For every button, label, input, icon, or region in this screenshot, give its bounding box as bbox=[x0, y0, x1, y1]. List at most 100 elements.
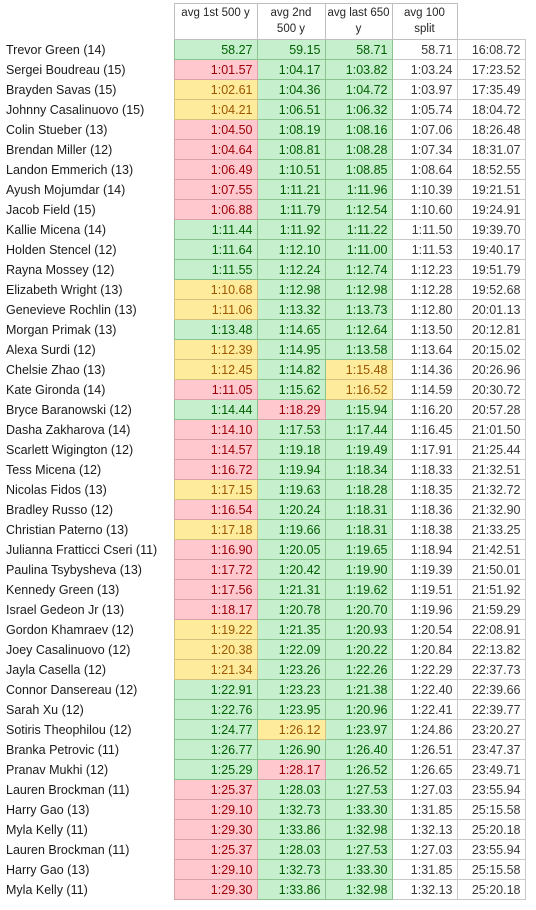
avg-100-split-cell[interactable]: 1:27.03 bbox=[391, 779, 458, 800]
avg-last-650-cell[interactable]: 1:27.53 bbox=[324, 839, 393, 860]
avg-1st-500-cell[interactable]: 58.27 bbox=[173, 39, 258, 60]
avg-last-650-cell[interactable]: 1:32.98 bbox=[324, 819, 393, 840]
total-time-cell[interactable]: 23:20.27 bbox=[456, 719, 526, 740]
avg-2nd-500-cell[interactable]: 1:17.53 bbox=[256, 419, 326, 440]
avg-last-650-cell[interactable]: 1:20.22 bbox=[324, 639, 393, 660]
avg-2nd-500-cell[interactable]: 1:19.63 bbox=[256, 479, 326, 500]
name-cell[interactable]: Jayla Casella (12) bbox=[6, 662, 107, 677]
avg-last-650-cell[interactable]: 1:20.96 bbox=[324, 699, 393, 720]
name-cell[interactable]: Joey Casalinuovo (12) bbox=[6, 642, 131, 657]
total-time-cell[interactable]: 21:59.29 bbox=[456, 599, 526, 620]
avg-last-650-cell[interactable]: 1:12.98 bbox=[324, 279, 393, 300]
avg-100-split-cell[interactable]: 1:10.39 bbox=[391, 179, 458, 200]
avg-1st-500-cell[interactable]: 1:22.91 bbox=[173, 679, 258, 700]
avg-100-split-cell[interactable]: 1:11.50 bbox=[391, 219, 458, 240]
avg-last-650-cell[interactable]: 1:04.72 bbox=[324, 79, 393, 100]
avg-100-split-cell[interactable]: 1:19.96 bbox=[391, 599, 458, 620]
name-cell[interactable]: Sotiris Theophilou (12) bbox=[6, 722, 132, 737]
total-time-cell[interactable]: 22:13.82 bbox=[456, 639, 526, 660]
avg-last-650-cell[interactable]: 1:11.96 bbox=[324, 179, 393, 200]
avg-100-split-cell[interactable]: 1:03.24 bbox=[391, 59, 458, 80]
name-cell[interactable]: Branka Petrovic (11) bbox=[6, 742, 120, 757]
total-time-cell[interactable]: 23:55.94 bbox=[456, 779, 526, 800]
total-time-cell[interactable]: 18:31.07 bbox=[456, 139, 526, 160]
avg-1st-500-cell[interactable]: 1:12.39 bbox=[173, 339, 258, 360]
name-cell[interactable]: Kennedy Green (13) bbox=[6, 582, 120, 597]
total-time-cell[interactable]: 21:32.90 bbox=[456, 499, 526, 520]
avg-2nd-500-cell[interactable]: 1:23.23 bbox=[256, 679, 326, 700]
name-cell[interactable]: Connor Dansereau (12) bbox=[6, 682, 138, 697]
name-cell[interactable]: Johnny Casalinuovo (15) bbox=[6, 102, 145, 117]
avg-last-650-cell[interactable]: 1:27.53 bbox=[324, 779, 393, 800]
avg-last-650-cell[interactable]: 1:19.49 bbox=[324, 439, 393, 460]
avg-last-650-cell[interactable]: 1:15.94 bbox=[324, 399, 393, 420]
avg-2nd-500-cell[interactable]: 1:11.92 bbox=[256, 219, 326, 240]
total-time-cell[interactable]: 23:47.37 bbox=[456, 739, 526, 760]
avg-1st-500-cell[interactable]: 1:04.64 bbox=[173, 139, 258, 160]
name-cell[interactable]: Harry Gao (13) bbox=[6, 802, 90, 817]
avg-2nd-500-cell[interactable]: 1:12.98 bbox=[256, 279, 326, 300]
avg-100-split-cell[interactable]: 1:14.36 bbox=[391, 359, 458, 380]
name-cell[interactable]: Christian Paterno (13) bbox=[6, 522, 129, 537]
avg-last-650-cell[interactable]: 1:20.93 bbox=[324, 619, 393, 640]
avg-1st-500-cell[interactable]: 1:19.22 bbox=[173, 619, 258, 640]
avg-100-split-cell[interactable]: 1:20.54 bbox=[391, 619, 458, 640]
avg-1st-500-cell[interactable]: 1:21.34 bbox=[173, 659, 258, 680]
avg-100-split-cell[interactable]: 1:26.65 bbox=[391, 759, 458, 780]
avg-1st-500-cell[interactable]: 1:06.49 bbox=[173, 159, 258, 180]
avg-100-split-cell[interactable]: 1:27.03 bbox=[391, 839, 458, 860]
name-cell[interactable]: Landon Emmerich (13) bbox=[6, 162, 134, 177]
avg-last-650-cell[interactable]: 1:12.74 bbox=[324, 259, 393, 280]
total-time-cell[interactable]: 25:15.58 bbox=[456, 799, 526, 820]
name-cell[interactable]: Kate Gironda (14) bbox=[6, 382, 106, 397]
name-cell[interactable]: Israel Gedeon Jr (13) bbox=[6, 602, 125, 617]
avg-last-650-cell[interactable]: 1:08.16 bbox=[324, 119, 393, 140]
avg-100-split-cell[interactable]: 1:05.74 bbox=[391, 99, 458, 120]
avg-last-650-cell[interactable]: 1:23.97 bbox=[324, 719, 393, 740]
avg-2nd-500-cell[interactable]: 1:12.10 bbox=[256, 239, 326, 260]
avg-last-650-cell[interactable]: 1:11.00 bbox=[324, 239, 393, 260]
avg-100-split-cell[interactable]: 1:22.41 bbox=[391, 699, 458, 720]
avg-2nd-500-cell[interactable]: 1:28.03 bbox=[256, 839, 326, 860]
avg-100-split-cell[interactable]: 1:16.20 bbox=[391, 399, 458, 420]
avg-last-650-cell[interactable]: 1:08.28 bbox=[324, 139, 393, 160]
avg-2nd-500-cell[interactable]: 1:13.32 bbox=[256, 299, 326, 320]
avg-2nd-500-cell[interactable]: 1:18.29 bbox=[256, 399, 326, 420]
avg-2nd-500-cell[interactable]: 1:32.73 bbox=[256, 799, 326, 820]
avg-2nd-500-cell[interactable]: 1:33.86 bbox=[256, 819, 326, 840]
avg-100-split-cell[interactable]: 1:12.23 bbox=[391, 259, 458, 280]
avg-1st-500-cell[interactable]: 1:25.29 bbox=[173, 759, 258, 780]
avg-1st-500-cell[interactable]: 1:04.21 bbox=[173, 99, 258, 120]
name-cell[interactable]: Genevieve Rochlin (13) bbox=[6, 302, 137, 317]
avg-1st-500-cell[interactable]: 1:12.45 bbox=[173, 359, 258, 380]
avg-2nd-500-cell[interactable]: 1:26.90 bbox=[256, 739, 326, 760]
name-cell[interactable]: Nicolas Fidos (13) bbox=[6, 482, 107, 497]
avg-1st-500-cell[interactable]: 1:07.55 bbox=[173, 179, 258, 200]
avg-100-split-cell[interactable]: 1:26.51 bbox=[391, 739, 458, 760]
avg-1st-500-cell[interactable]: 1:22.76 bbox=[173, 699, 258, 720]
avg-1st-500-cell[interactable]: 1:18.17 bbox=[173, 599, 258, 620]
name-cell[interactable]: Dasha Zakharova (14) bbox=[6, 422, 131, 437]
avg-100-split-cell[interactable]: 1:18.38 bbox=[391, 519, 458, 540]
name-cell[interactable]: Colin Stueber (13) bbox=[6, 122, 108, 137]
avg-100-split-cell[interactable]: 1:31.85 bbox=[391, 859, 458, 880]
avg-last-650-cell[interactable]: 1:18.34 bbox=[324, 459, 393, 480]
avg-100-split-cell[interactable]: 1:08.64 bbox=[391, 159, 458, 180]
avg-2nd-500-cell[interactable]: 1:12.24 bbox=[256, 259, 326, 280]
total-time-cell[interactable]: 19:52.68 bbox=[456, 279, 526, 300]
avg-last-650-cell[interactable]: 1:26.52 bbox=[324, 759, 393, 780]
avg-2nd-500-cell[interactable]: 1:08.19 bbox=[256, 119, 326, 140]
avg-100-split-cell[interactable]: 1:24.86 bbox=[391, 719, 458, 740]
avg-2nd-500-cell[interactable]: 1:19.18 bbox=[256, 439, 326, 460]
avg-2nd-500-cell[interactable]: 1:20.42 bbox=[256, 559, 326, 580]
total-time-cell[interactable]: 20:30.72 bbox=[456, 379, 526, 400]
name-cell[interactable]: Morgan Primak (13) bbox=[6, 322, 117, 337]
name-cell[interactable]: Chelsie Zhao (13) bbox=[6, 362, 106, 377]
total-time-cell[interactable]: 22:39.66 bbox=[456, 679, 526, 700]
avg-100-split-cell[interactable]: 1:17.91 bbox=[391, 439, 458, 460]
avg-1st-500-cell[interactable]: 1:25.37 bbox=[173, 779, 258, 800]
avg-2nd-500-cell[interactable]: 1:23.26 bbox=[256, 659, 326, 680]
avg-last-650-cell[interactable]: 1:17.44 bbox=[324, 419, 393, 440]
avg-last-650-cell[interactable]: 1:33.30 bbox=[324, 859, 393, 880]
avg-2nd-500-cell[interactable]: 1:04.36 bbox=[256, 79, 326, 100]
